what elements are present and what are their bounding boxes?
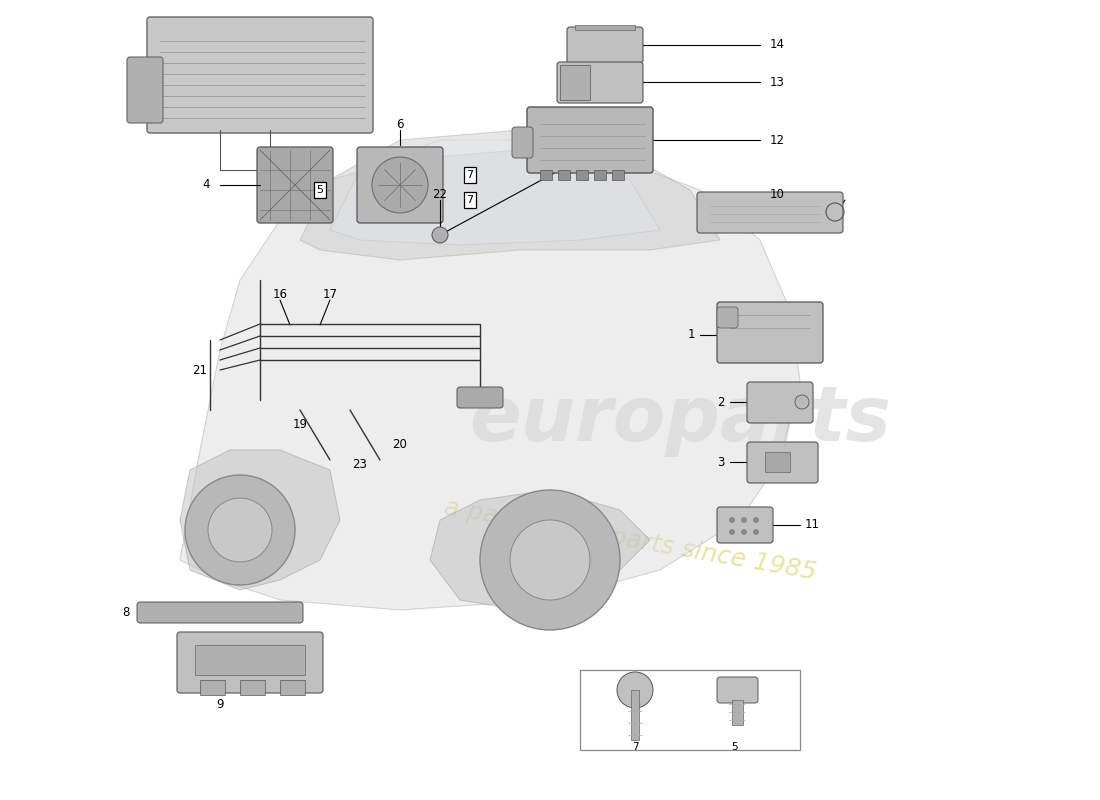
Circle shape [617,672,653,708]
Bar [580,670,800,750]
Bar [631,690,639,740]
Polygon shape [300,130,720,260]
Bar [612,170,624,180]
FancyBboxPatch shape [697,192,843,233]
Text: 9: 9 [217,698,223,711]
FancyBboxPatch shape [456,387,503,408]
FancyBboxPatch shape [527,107,653,173]
Bar [732,700,742,725]
Bar [200,680,225,695]
Text: 10: 10 [770,189,785,202]
Polygon shape [180,150,800,610]
Text: 3: 3 [717,455,725,469]
Circle shape [729,518,735,522]
FancyBboxPatch shape [557,62,644,103]
Polygon shape [330,140,660,245]
Text: 8: 8 [122,606,130,619]
Circle shape [432,227,448,243]
Circle shape [795,395,808,409]
Bar [764,452,790,472]
Circle shape [754,530,759,534]
Circle shape [480,490,620,630]
FancyBboxPatch shape [717,677,758,703]
Circle shape [729,530,735,534]
Circle shape [208,498,272,562]
Circle shape [372,157,428,213]
FancyBboxPatch shape [747,442,818,483]
Text: europarts: europarts [469,383,891,457]
Circle shape [754,518,759,522]
Circle shape [185,475,295,585]
FancyBboxPatch shape [717,507,773,543]
FancyBboxPatch shape [138,602,302,623]
Text: 7: 7 [631,742,638,752]
FancyBboxPatch shape [177,632,323,693]
Bar [594,170,606,180]
Circle shape [741,518,747,522]
FancyBboxPatch shape [747,382,813,423]
FancyBboxPatch shape [147,17,373,133]
Polygon shape [430,490,650,610]
Text: 23: 23 [353,458,367,471]
Bar [558,170,570,180]
Text: 4: 4 [202,178,210,191]
Bar [240,680,265,695]
Text: 6: 6 [396,118,404,131]
Text: 11: 11 [805,518,820,531]
Polygon shape [180,450,340,590]
Text: 21: 21 [192,363,208,377]
Bar [575,25,635,30]
FancyBboxPatch shape [358,147,443,223]
Bar [540,170,552,180]
FancyBboxPatch shape [717,302,823,363]
Text: 13: 13 [770,75,785,89]
Text: 2: 2 [717,395,725,409]
Text: 16: 16 [273,289,287,302]
Text: 19: 19 [293,418,308,431]
Bar [576,170,588,180]
FancyBboxPatch shape [566,27,644,63]
FancyBboxPatch shape [717,307,738,328]
Circle shape [741,530,747,534]
Text: 1: 1 [688,329,695,342]
Circle shape [510,520,590,600]
Text: 20: 20 [393,438,407,451]
Bar [195,645,305,675]
Bar [280,680,305,695]
Text: 7: 7 [466,170,474,180]
Bar [560,65,590,100]
Text: a passion for parts since 1985: a passion for parts since 1985 [442,495,818,585]
Text: 7: 7 [466,195,474,205]
FancyBboxPatch shape [126,57,163,123]
Text: 14: 14 [770,38,785,51]
Text: 22: 22 [432,189,448,202]
Text: 5: 5 [732,742,738,752]
FancyBboxPatch shape [257,147,333,223]
Text: 5: 5 [317,185,323,195]
Text: 17: 17 [322,289,338,302]
Text: 12: 12 [770,134,785,146]
FancyBboxPatch shape [512,127,534,158]
